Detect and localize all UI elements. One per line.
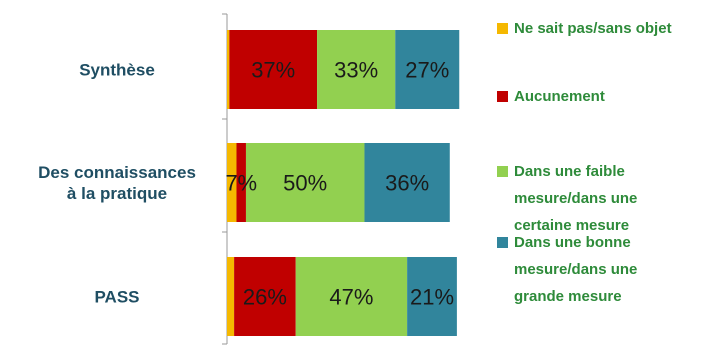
bar-segment-2-3 (407, 257, 457, 336)
bar-segment-1-1 (236, 143, 246, 222)
legend-label-1-0: Aucunement (514, 88, 605, 105)
legend-label-3-0: Dans une bonne (514, 234, 631, 251)
legend-label-2-0: Dans une faible (514, 163, 625, 180)
bar-segment-1-3 (364, 143, 450, 222)
category-labels: Synthèse Des connaissances à la pratique PA… (38, 61, 196, 307)
legend-label-2-1: mesure/dans une (514, 190, 637, 207)
bar-segment-2-0 (227, 257, 235, 336)
legend-swatch-0 (497, 23, 508, 34)
data-label-0-3: 27% (405, 58, 449, 83)
bar-segment-2-1 (234, 257, 296, 336)
data-label-1-1: 7% (225, 171, 257, 196)
legend-swatch-1 (497, 91, 508, 102)
legend: Ne sait pas/sans objet Aucunement Dans une… (497, 20, 672, 305)
data-label-2-3: 21% (410, 285, 454, 310)
category-label-2-0: PASS (94, 288, 139, 307)
legend-label-2-2: certaine mesure (514, 217, 629, 234)
legend-label-3-1: mesure/dans une (514, 261, 637, 278)
data-labels: 37% 33% 27% 7% 50% 36% 26% 47% 21% (225, 58, 454, 310)
bars-group (227, 30, 460, 336)
data-label-2-2: 47% (329, 285, 373, 310)
data-label-1-2: 50% (283, 171, 327, 196)
legend-swatch-2 (497, 166, 508, 177)
data-label-0-1: 37% (251, 58, 295, 83)
category-label-0-0: Synthèse (79, 61, 155, 80)
category-label-1-1: à la pratique (67, 184, 167, 203)
bar-segment-1-2 (245, 143, 365, 222)
legend-label-3-2: grande mesure (514, 288, 622, 305)
bar-segment-1-0 (227, 143, 237, 222)
category-label-1-0: Des connaissances (38, 163, 196, 182)
bar-segment-0-3 (395, 30, 460, 109)
bar-segment-0-1 (229, 30, 318, 109)
data-label-1-3: 36% (385, 171, 429, 196)
bar-segment-2-2 (295, 257, 408, 336)
bar-segment-0-0 (227, 30, 230, 109)
legend-label-0-0: Ne sait pas/sans objet (514, 20, 672, 37)
data-label-2-1: 26% (243, 285, 287, 310)
data-label-0-2: 33% (334, 58, 378, 83)
legend-swatch-3 (497, 237, 508, 248)
bar-segment-0-2 (317, 30, 396, 109)
axis-ticks (222, 13, 227, 345)
